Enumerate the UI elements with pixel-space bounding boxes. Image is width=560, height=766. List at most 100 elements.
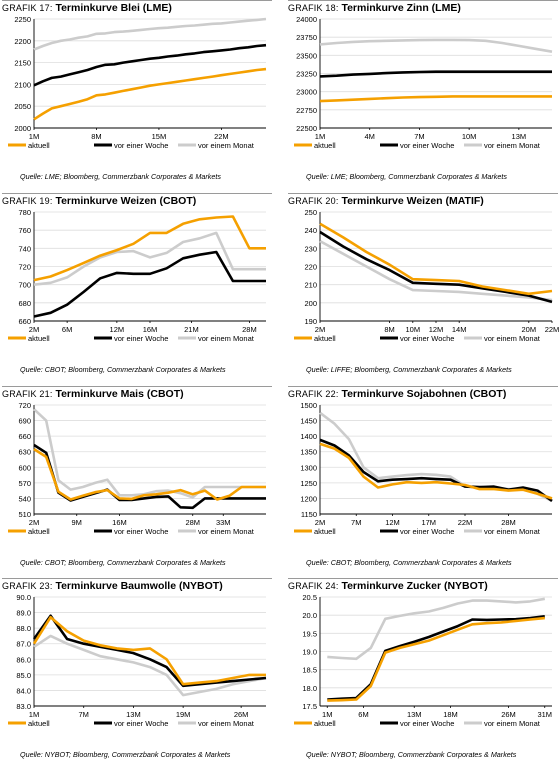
x-tick-label: 22M <box>545 325 560 334</box>
chart-source-note: Quelle: LIFFE; Bloomberg, Commerzbank Co… <box>306 365 512 374</box>
x-tick-label: 2M <box>315 325 325 334</box>
series-line-vor-einer-woche <box>33 43 267 87</box>
series-line-aktuell <box>32 615 266 686</box>
y-tick-label: 20.0 <box>302 611 317 620</box>
panel-divider <box>2 0 272 1</box>
y-tick-label: 23000 <box>296 88 317 97</box>
chart-panel-blei: GRAFIK 17: Terminkurve Blei (LME) 2000 205… <box>2 0 274 188</box>
panel-divider <box>288 386 558 387</box>
legend-label: vor einer Woche <box>400 334 454 343</box>
y-tick-label: 19.5 <box>302 629 317 638</box>
y-tick-label: 510 <box>18 510 31 519</box>
y-tick-label: 20.5 <box>302 593 317 602</box>
chart-number-label: GRAFIK 24: <box>288 581 339 591</box>
legend-label: aktuell <box>314 141 336 150</box>
x-tick-label: 8M <box>91 132 101 141</box>
y-tick-label: 1500 <box>300 401 317 410</box>
chart-title: GRAFIK 22: Terminkurve Sojabohnen (CBOT) <box>288 388 506 400</box>
series-line-vor-einer-woche <box>319 70 552 78</box>
chart-source-note: Quelle: LME; Bloomberg, Commerzbank Corp… <box>306 172 507 181</box>
x-tick-label: 1M <box>29 710 39 719</box>
legend-label: vor einer Woche <box>114 527 168 536</box>
x-tick-label: 28M <box>501 518 516 527</box>
y-tick-label: 220 <box>304 263 317 272</box>
y-tick-label: 24000 <box>296 15 317 24</box>
chart-panel-baumwolle: GRAFIK 23: Terminkurve Baumwolle (NYBOT)… <box>2 578 274 766</box>
y-tick-label: 720 <box>18 401 31 410</box>
legend-label: vor einem Monat <box>198 334 255 343</box>
y-tick-label: 570 <box>18 479 31 488</box>
y-tick-label: 740 <box>18 244 31 253</box>
y-tick-label: 23500 <box>296 51 317 60</box>
y-tick-label: 23250 <box>296 70 317 79</box>
y-tick-label: 2200 <box>14 37 31 46</box>
chart-svg: 83.0 84.0 85.0 86.0 87.0 88.0 89.0 90.0 1M 7M 13M 1… <box>8 593 267 728</box>
y-tick-label: 1150 <box>301 510 317 519</box>
x-tick-label: 16M <box>143 325 158 334</box>
legend-label: vor einer Woche <box>400 527 454 536</box>
chart-number-label: GRAFIK 23: <box>2 581 53 591</box>
panel-divider <box>2 193 272 194</box>
y-tick-label: 690 <box>18 417 31 426</box>
chart-source-note: Quelle: LME; Bloomberg, Commerzbank Corp… <box>20 172 221 181</box>
chart-svg: 1150 1200 1250 1300 1350 1400 1450 1500 2M 7M 12M 1… <box>294 401 553 536</box>
series-line-aktuell <box>319 222 553 296</box>
y-tick-label: 2250 <box>14 15 31 24</box>
x-tick-label: 15M <box>152 132 167 141</box>
y-tick-label: 1200 <box>300 494 317 503</box>
y-tick-label: 85.0 <box>16 671 31 680</box>
y-tick-label: 18.0 <box>302 684 317 693</box>
panel-divider <box>288 578 558 579</box>
y-tick-label: 600 <box>18 463 31 472</box>
panel-divider <box>288 193 558 194</box>
series-line-vor-einem-monat <box>33 17 267 51</box>
x-tick-label: 2M <box>29 325 39 334</box>
x-tick-label: 10M <box>462 132 477 141</box>
chart-panel-weizen-matif: GRAFIK 20: Terminkurve Weizen (MATIF) 190… <box>288 193 560 381</box>
x-tick-label: 13M <box>512 132 527 141</box>
y-tick-label: 22500 <box>296 124 317 133</box>
chart-number-label: GRAFIK 21: <box>2 389 53 399</box>
y-tick-label: 17.5 <box>302 702 317 711</box>
y-tick-label: 660 <box>18 317 31 326</box>
y-tick-label: 230 <box>304 244 317 253</box>
y-tick-label: 2150 <box>14 59 31 68</box>
y-tick-label: 540 <box>18 494 31 503</box>
x-tick-label: 26M <box>501 710 516 719</box>
x-tick-label: 7M <box>351 518 361 527</box>
series-line-aktuell <box>33 215 266 282</box>
y-tick-label: 1250 <box>300 479 317 488</box>
x-tick-label: 22M <box>214 132 229 141</box>
y-tick-label: 88.0 <box>16 624 31 633</box>
chart-title: GRAFIK 20: Terminkurve Weizen (MATIF) <box>288 195 484 207</box>
x-tick-label: 26M <box>234 710 249 719</box>
chart-panel-weizen-cbot: GRAFIK 19: Terminkurve Weizen (CBOT) 660 6… <box>2 193 274 381</box>
chart-source-note: Quelle: NYBOT; Bloomberg, Commerzbank Co… <box>306 750 517 759</box>
y-tick-label: 2050 <box>14 102 31 111</box>
y-tick-label: 700 <box>18 281 31 290</box>
x-tick-label: 12M <box>385 518 400 527</box>
y-tick-label: 1450 <box>300 417 317 426</box>
x-tick-label: 13M <box>126 710 141 719</box>
x-tick-label: 12M <box>429 325 444 334</box>
x-tick-label: 17M <box>421 518 436 527</box>
x-tick-label: 20M <box>522 325 537 334</box>
legend-label: aktuell <box>314 527 336 536</box>
x-tick-label: 28M <box>185 518 200 527</box>
legend-label: vor einem Monat <box>198 719 255 728</box>
x-tick-label: 1M <box>322 710 332 719</box>
legend-label: vor einer Woche <box>400 141 454 150</box>
y-tick-label: 18.5 <box>302 666 317 675</box>
y-tick-label: 720 <box>18 263 31 272</box>
legend-label: vor einem Monat <box>484 719 541 728</box>
chart-svg: 510 540 570 600 630 660 690 720 2M 9M 16M 28M 33M akt… <box>8 401 266 536</box>
chart-panel-zucker: GRAFIK 24: Terminkurve Zucker (NYBOT) 17.… <box>288 578 560 766</box>
x-tick-label: 6M <box>358 710 368 719</box>
chart-panel-sojabohnen: GRAFIK 22: Terminkurve Sojabohnen (CBOT)… <box>288 386 560 574</box>
y-tick-label: 680 <box>18 299 31 308</box>
chart-number-label: GRAFIK 20: <box>288 196 339 206</box>
x-tick-label: 9M <box>72 518 82 527</box>
chart-title: GRAFIK 24: Terminkurve Zucker (NYBOT) <box>288 580 488 592</box>
x-tick-label: 18M <box>443 710 458 719</box>
y-tick-label: 22750 <box>296 106 317 115</box>
